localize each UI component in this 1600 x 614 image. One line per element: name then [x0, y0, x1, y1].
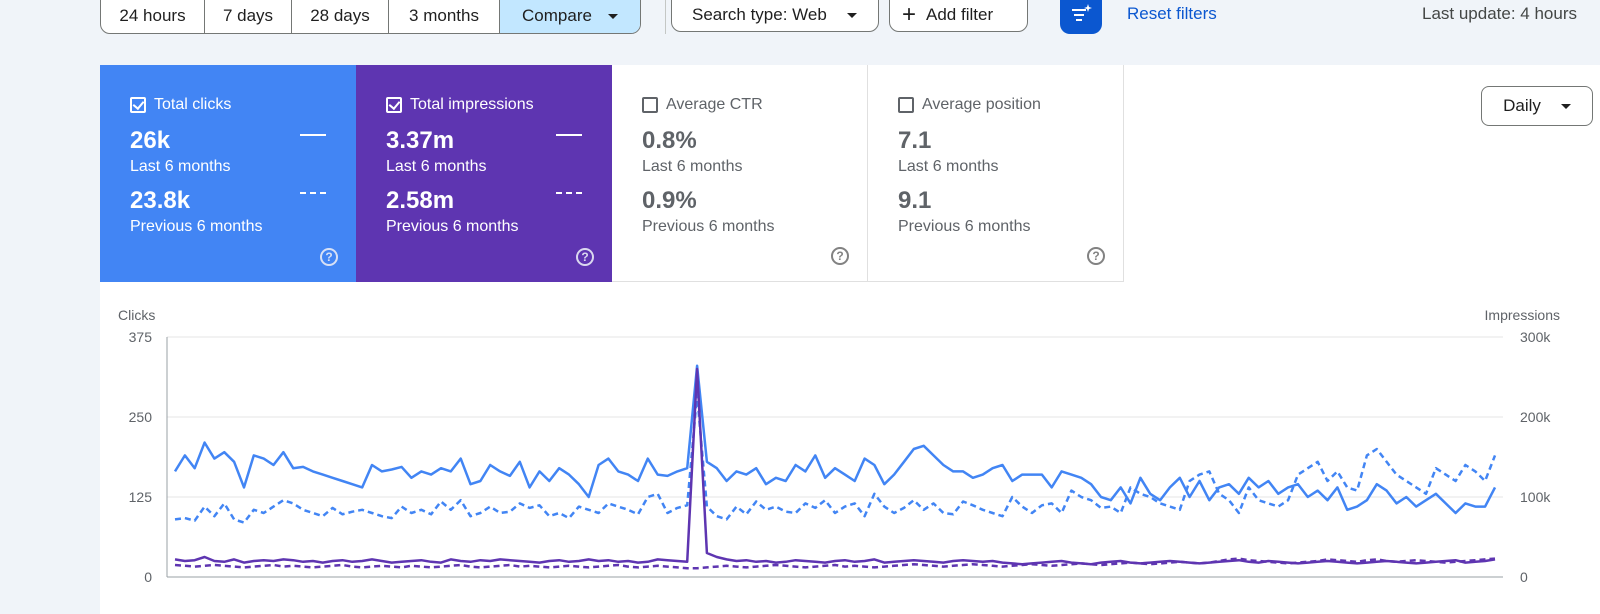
filter-suggestions-button[interactable]	[1060, 0, 1102, 34]
range-button-28-days[interactable]: 28 days	[292, 0, 389, 33]
y-tick-right: 100k	[1520, 489, 1551, 505]
legend-solid-line-icon	[300, 134, 326, 136]
range-button-3-months[interactable]: 3 months	[389, 0, 500, 33]
range-button-24-hours[interactable]: 24 hours	[101, 0, 205, 33]
y-tick-right: 200k	[1520, 409, 1551, 425]
toolbar-divider	[665, 0, 666, 34]
total-clicks-card[interactable]: Total clicks 26k Last 6 months 23.8k Previou…	[100, 65, 356, 282]
checkbox-checked-icon[interactable]	[386, 97, 402, 113]
checkbox-empty-icon[interactable]	[898, 97, 914, 113]
last-update-text: Last update: 4 hours	[1422, 4, 1578, 23]
metric-label: Total clicks	[154, 96, 232, 113]
help-icon[interactable]: ?	[576, 248, 594, 266]
range-label: Compare	[522, 6, 592, 25]
average-ctr-card[interactable]: Average CTR 0.8% Last 6 months 0.9% Previous…	[612, 65, 868, 282]
metric-period: Last 6 months	[642, 158, 743, 175]
checkbox-checked-icon[interactable]	[130, 97, 146, 113]
granularity-dropdown[interactable]: Daily	[1481, 86, 1593, 126]
metric-prev-value: 2.58m	[386, 187, 455, 214]
metric-header: Total impressions	[386, 95, 612, 115]
chevron-down-icon	[607, 13, 618, 19]
average-position-card[interactable]: Average position 7.1 Last 6 months 9.1 Previ…	[868, 65, 1124, 282]
y-axis-left-title: Clicks	[118, 307, 155, 323]
metric-prev-value: 0.9%	[642, 187, 697, 214]
plus-icon: +	[902, 1, 917, 28]
search-type-label: Search type: Web	[692, 5, 827, 24]
chevron-down-icon	[1560, 103, 1571, 109]
metric-prev-period: Previous 6 months	[386, 218, 519, 235]
y-tick-left: 0	[144, 569, 152, 585]
metric-prev-value: 23.8k	[130, 187, 191, 214]
metric-prev-value: 9.1	[898, 187, 932, 214]
metric-value: 26k	[130, 127, 171, 154]
chevron-down-icon	[846, 12, 857, 18]
metric-value: 0.8%	[642, 127, 697, 154]
granularity-value: Daily	[1503, 96, 1541, 115]
help-icon[interactable]: ?	[831, 247, 849, 265]
metric-header: Average CTR	[642, 95, 867, 115]
range-label: 7 days	[222, 6, 274, 25]
help-icon[interactable]: ?	[320, 248, 338, 266]
legend-solid-line-icon	[556, 134, 582, 136]
y-tick-left: 125	[129, 489, 153, 505]
metric-value: 3.37m	[386, 127, 455, 154]
clicks-solid-line	[173, 364, 1497, 515]
metric-value: 7.1	[898, 127, 932, 154]
metric-label: Total impressions	[410, 96, 534, 113]
help-icon[interactable]: ?	[1087, 247, 1105, 265]
metric-prev-period: Previous 6 months	[130, 218, 263, 235]
metric-header: Total clicks	[130, 95, 356, 115]
y-tick-right: 300k	[1520, 329, 1551, 345]
search-type-button[interactable]: Search type: Web	[671, 0, 879, 32]
metric-period: Last 6 months	[898, 158, 999, 175]
date-range-selector: 24 hours 7 days 28 days 3 months Compare	[100, 0, 641, 34]
range-label: 3 months	[409, 6, 479, 25]
metric-label: Average position	[922, 96, 1041, 113]
y-tick-left: 375	[129, 329, 153, 345]
metric-period: Last 6 months	[386, 158, 487, 175]
range-button-compare[interactable]: Compare	[500, 0, 640, 33]
legend-dashed-line-icon	[556, 192, 582, 194]
metric-period: Last 6 months	[130, 158, 231, 175]
metric-label: Average CTR	[666, 96, 763, 113]
clicks-dashed-line	[174, 393, 1497, 524]
add-filter-label: Add filter	[926, 5, 994, 24]
performance-panel: Total clicks 26k Last 6 months 23.8k Previou…	[100, 65, 1600, 614]
metric-prev-period: Previous 6 months	[642, 218, 775, 235]
y-tick-right: 0	[1520, 569, 1528, 585]
y-tick-left: 250	[129, 409, 153, 425]
total-impressions-card[interactable]: Total impressions 3.37m Last 6 months 2.58m…	[356, 65, 612, 282]
y-axis-right-title: Impressions	[1485, 307, 1560, 323]
impressions-dashed-line	[174, 557, 1496, 570]
reset-filters-link[interactable]: Reset filters	[1127, 4, 1217, 23]
range-label: 24 hours	[119, 6, 186, 25]
range-button-7-days[interactable]: 7 days	[205, 0, 292, 33]
checkbox-empty-icon[interactable]	[642, 97, 658, 113]
metric-header: Average position	[898, 95, 1123, 115]
add-filter-button[interactable]: + Add filter	[889, 0, 1028, 32]
range-label: 28 days	[310, 6, 370, 25]
metric-prev-period: Previous 6 months	[898, 218, 1031, 235]
performance-chart: Clicks Impressions 375 300k 250 200k 125 100k 0 0	[118, 307, 1560, 585]
filter-sparkle-icon	[1072, 4, 1092, 21]
legend-dashed-line-icon	[300, 192, 326, 194]
